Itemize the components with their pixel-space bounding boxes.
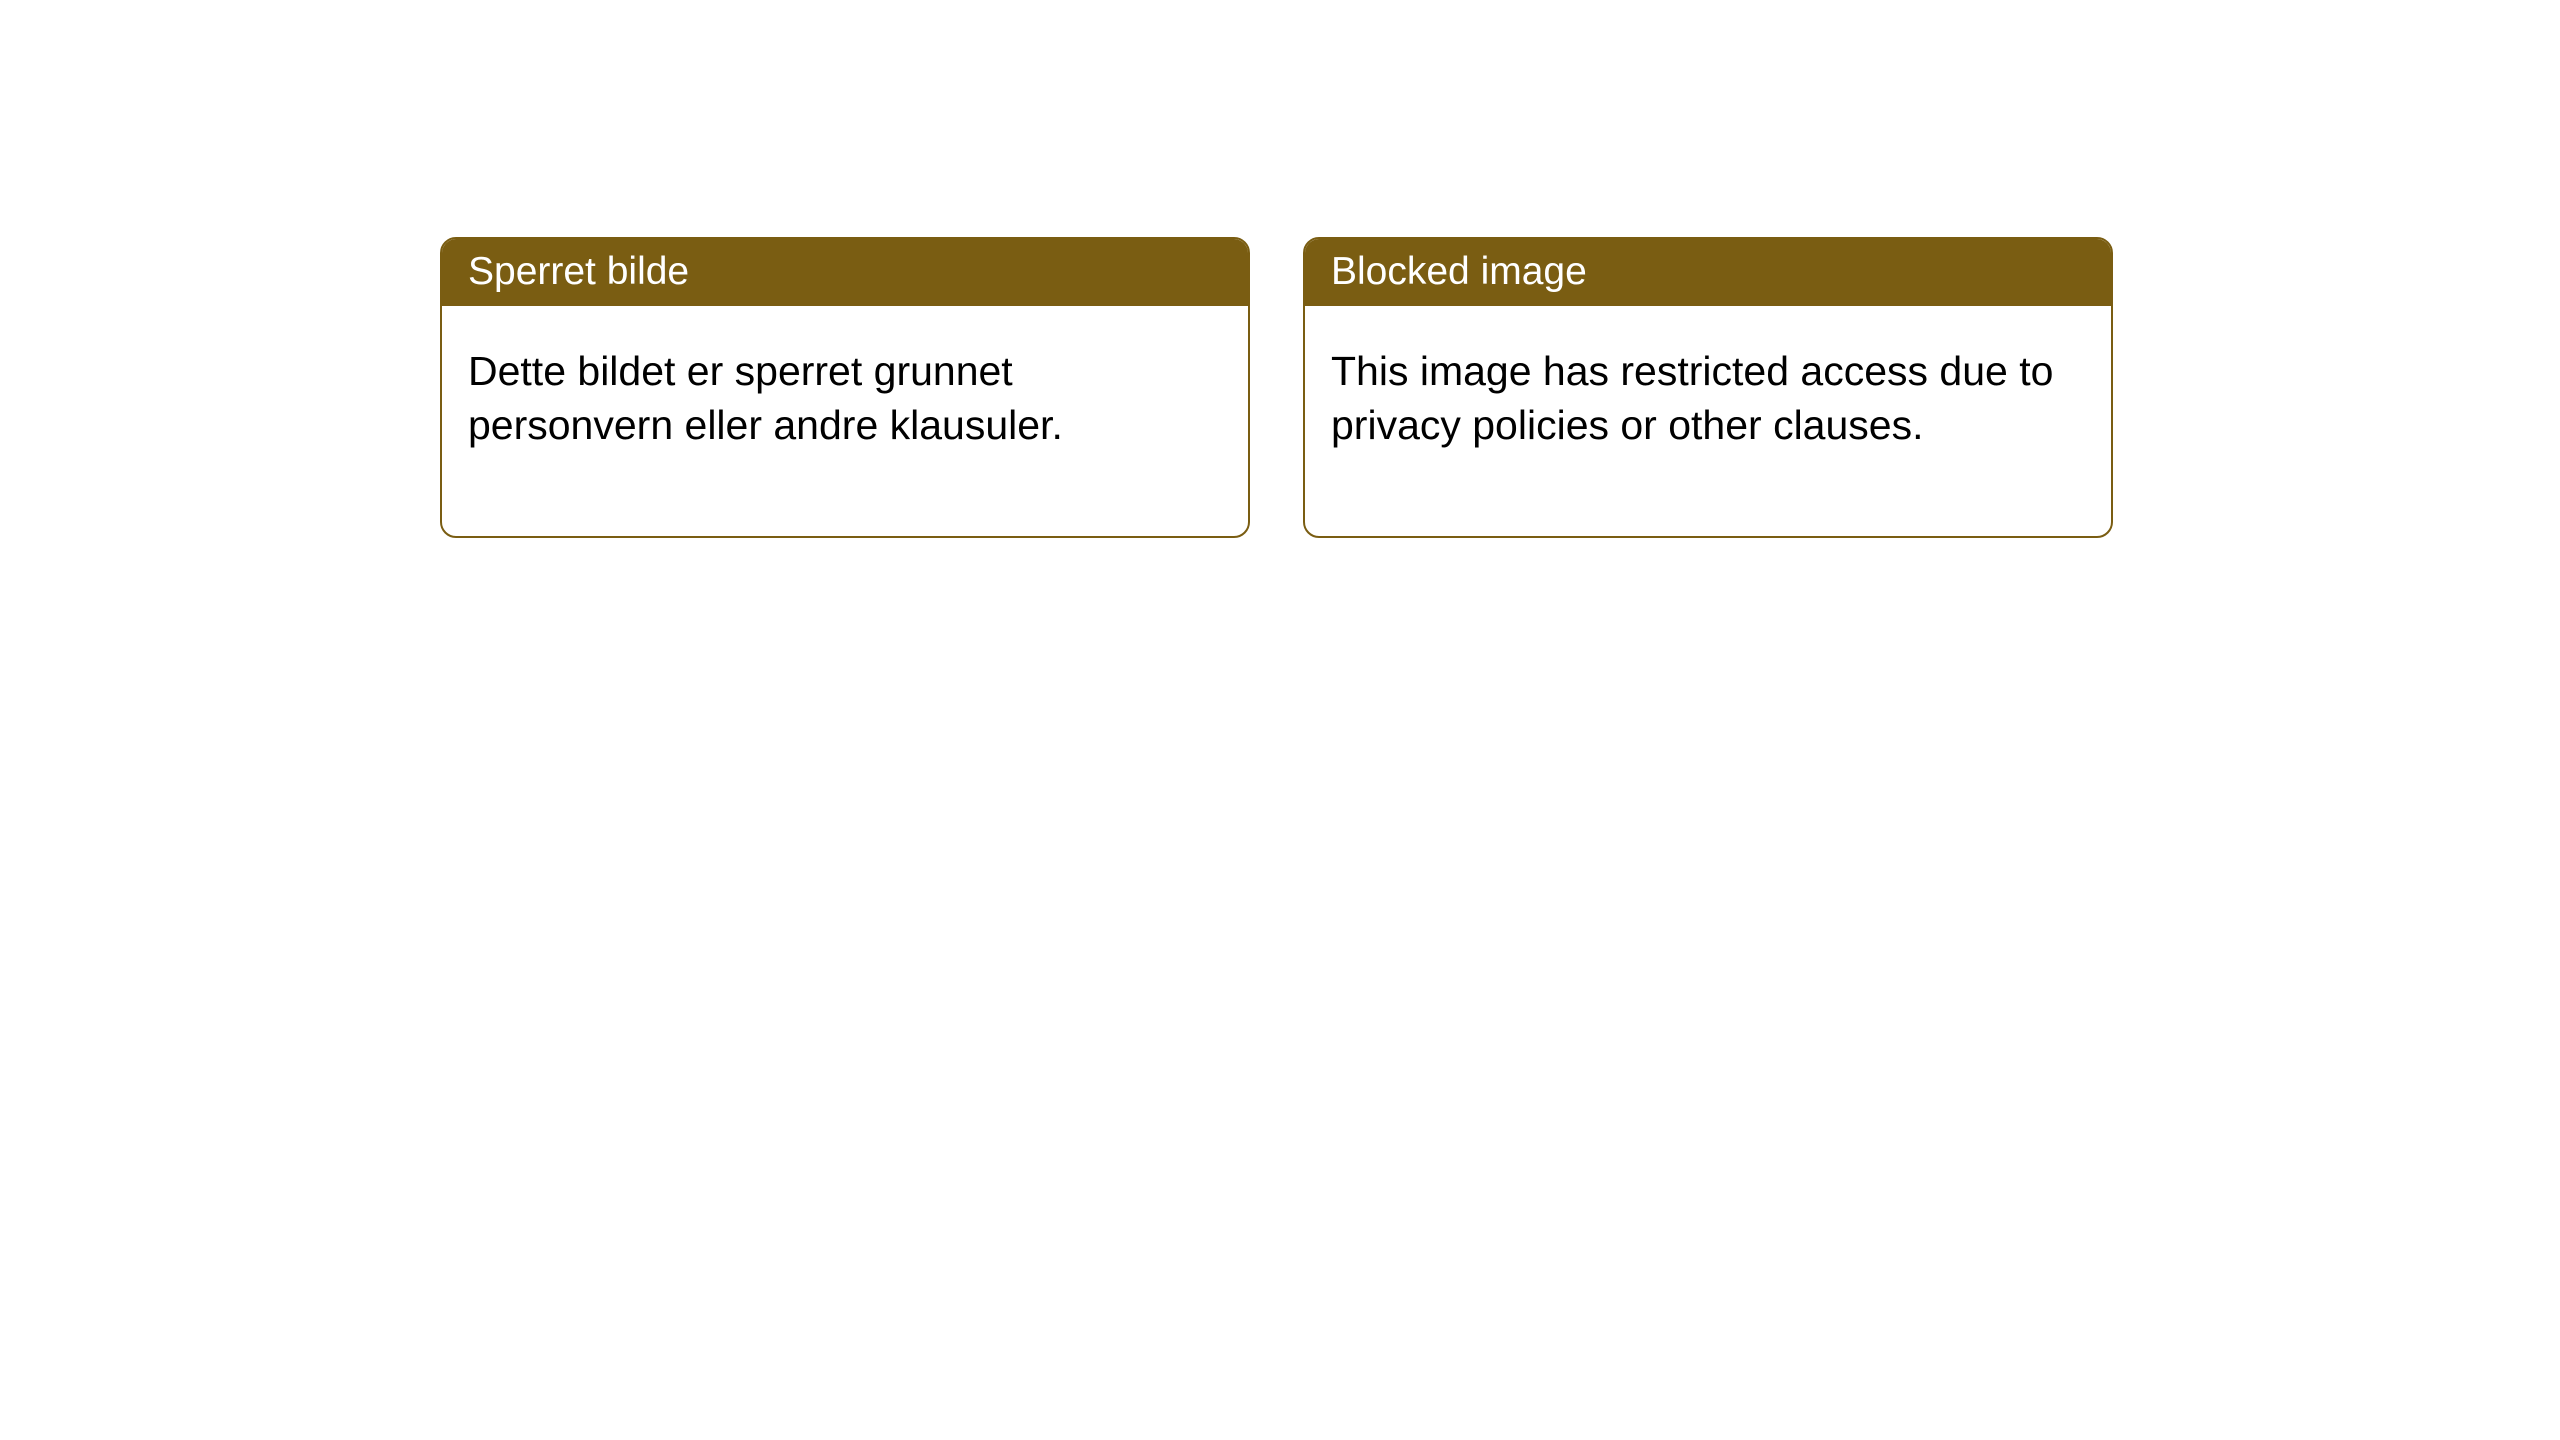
card-body-text: Dette bildet er sperret grunnet personve… [468, 348, 1063, 448]
card-body-text: This image has restricted access due to … [1331, 348, 2053, 448]
cards-container: Sperret bilde Dette bildet er sperret gr… [440, 237, 2113, 538]
card-title: Sperret bilde [468, 250, 689, 293]
card-header: Sperret bilde [442, 239, 1248, 306]
card-body: Dette bildet er sperret grunnet personve… [442, 306, 1248, 536]
card-body: This image has restricted access due to … [1305, 306, 2111, 536]
card-norwegian: Sperret bilde Dette bildet er sperret gr… [440, 237, 1250, 538]
card-header: Blocked image [1305, 239, 2111, 306]
card-english: Blocked image This image has restricted … [1303, 237, 2113, 538]
card-title: Blocked image [1331, 250, 1587, 293]
